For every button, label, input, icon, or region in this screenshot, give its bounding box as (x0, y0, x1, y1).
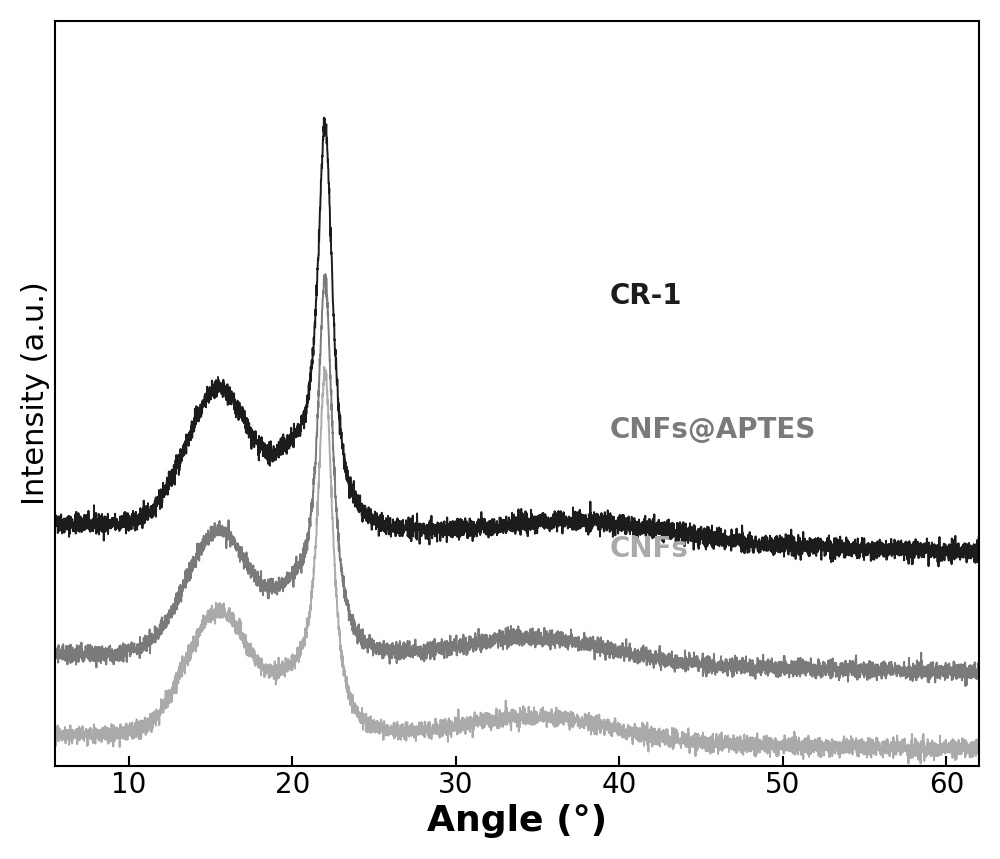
Y-axis label: Intensity (a.u.): Intensity (a.u.) (21, 282, 50, 505)
Text: CNFs: CNFs (610, 535, 689, 564)
Text: CNFs@APTES: CNFs@APTES (610, 416, 816, 444)
X-axis label: Angle (°): Angle (°) (427, 804, 607, 838)
Text: CR-1: CR-1 (610, 282, 682, 310)
